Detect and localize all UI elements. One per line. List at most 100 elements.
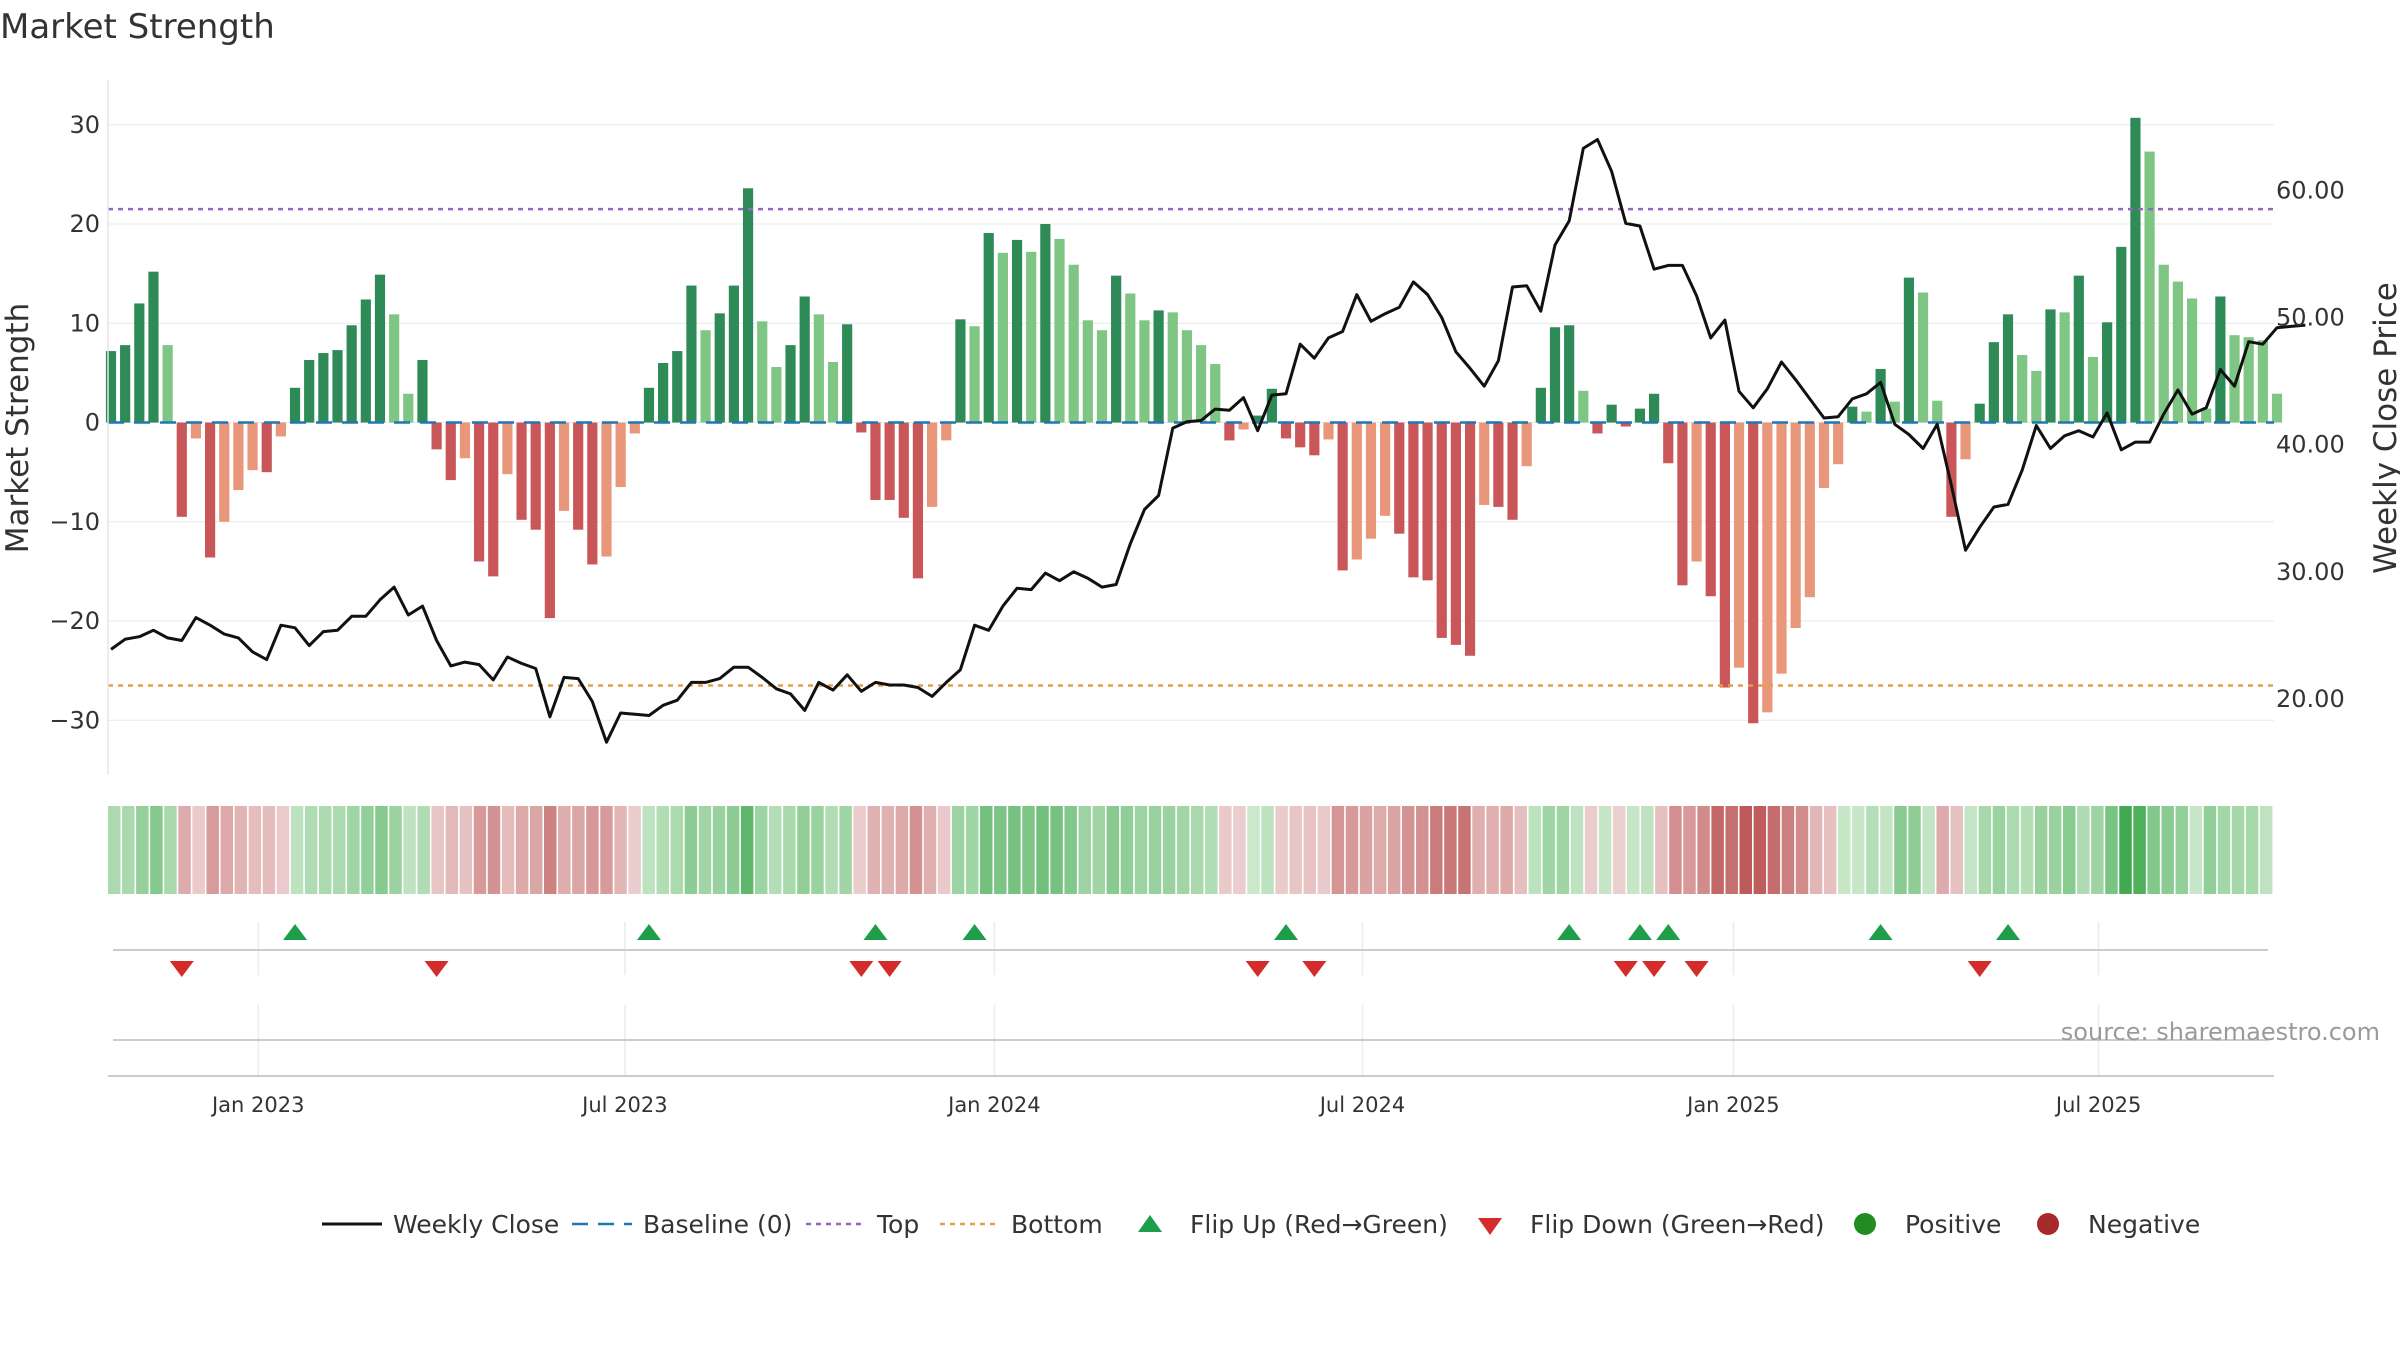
heat-cell	[1261, 806, 1274, 894]
strength-bar	[1011, 239, 1023, 423]
heat-cell	[1753, 806, 1767, 894]
strength-bar	[176, 422, 187, 517]
strength-bar	[884, 422, 895, 500]
heat-cell	[980, 806, 993, 894]
legend-label: Baseline (0)	[643, 1210, 792, 1239]
strength-bar	[1351, 422, 1362, 560]
heat-cell	[1781, 806, 1795, 894]
x-tick-label: Jul 2025	[2054, 1093, 2141, 1117]
heat-cell	[1148, 806, 1162, 894]
strength-bar	[1564, 325, 1575, 423]
heat-cell	[1823, 806, 1837, 894]
heat-cell	[2119, 806, 2132, 894]
heat-cell	[572, 806, 585, 894]
heat-cell	[389, 806, 402, 894]
flip-up-marker	[1557, 924, 1582, 940]
strength-bar	[1932, 400, 1943, 423]
strength-bar	[105, 351, 117, 423]
reference-lines	[108, 207, 2274, 687]
strength-bar	[771, 366, 782, 423]
strength-bar	[573, 422, 584, 530]
heat-cell	[769, 806, 782, 894]
strength-bar	[2271, 393, 2283, 423]
strength-bar	[813, 314, 824, 423]
strength-bar	[1988, 342, 1999, 423]
strength-bar	[1833, 422, 1844, 465]
heat-cell	[150, 806, 163, 894]
strength-bar	[1365, 422, 1377, 539]
legend: Weekly Close Baseline (0) Top Bottom Flip Up…	[322, 1210, 2200, 1239]
y-axis-label-right: Weekly Close Price	[2368, 282, 2400, 574]
heat-cell	[1683, 806, 1696, 894]
strength-bar	[1889, 401, 1900, 423]
heat-cell	[994, 806, 1007, 894]
heat-cell	[1922, 806, 1935, 894]
strength-bar	[1464, 422, 1476, 656]
strength-bar	[502, 422, 513, 475]
heat-cell	[2189, 806, 2203, 894]
strength-bar	[1054, 238, 1065, 423]
y-tick-left: −10	[49, 508, 100, 536]
heat-cell	[1837, 806, 1851, 894]
heat-cell	[1176, 806, 1190, 894]
y-tick-right: 30.00	[2276, 558, 2345, 586]
heat-cell	[1233, 806, 1246, 894]
legend-label: Flip Down (Green→Red)	[1530, 1210, 1825, 1239]
strength-bar	[2144, 151, 2155, 423]
heat-cell	[1992, 806, 2006, 894]
strength-bar	[1181, 330, 1193, 423]
heat-cell	[290, 806, 304, 894]
strength-bar	[1818, 422, 1830, 489]
strength-bar	[714, 313, 725, 423]
legend-swatch-negative	[2037, 1213, 2059, 1235]
strength-bar	[2130, 117, 2141, 423]
strength-bar	[473, 422, 485, 562]
heat-cell	[529, 806, 543, 894]
heat-cell	[1739, 806, 1752, 894]
heat-cell	[347, 806, 360, 894]
heat-cell	[1387, 806, 1401, 894]
heat-cell	[881, 806, 895, 894]
heat-cell	[1669, 806, 1682, 894]
y-tick-right: 20.00	[2276, 685, 2345, 713]
x-tick-label: Jan 2025	[1685, 1093, 1780, 1117]
strength-bar	[1309, 422, 1320, 456]
strength-bar	[1634, 408, 1646, 423]
heat-cell	[375, 806, 388, 894]
heat-cell	[1064, 806, 1077, 894]
heat-cell	[248, 806, 262, 894]
heat-cell	[220, 806, 233, 894]
strength-bar	[1493, 422, 1504, 507]
strength-bar	[2017, 355, 2028, 423]
strength-bar	[360, 299, 371, 423]
strength-bar	[2172, 281, 2183, 423]
heat-cell	[895, 806, 909, 894]
heat-cell	[1303, 806, 1316, 894]
flip-down-marker	[877, 961, 902, 977]
legend-label: Positive	[1905, 1210, 2001, 1239]
strength-bar	[1210, 363, 1221, 423]
flip-down-marker	[169, 961, 194, 977]
strength-bar	[1946, 422, 1957, 517]
strength-bar	[856, 422, 867, 433]
strength-bar	[431, 422, 442, 450]
strength-bar	[1040, 224, 1051, 423]
strength-bar	[1549, 327, 1561, 423]
strength-bar	[1903, 277, 1915, 423]
heat-cell	[1472, 806, 1485, 894]
heat-cell	[712, 806, 726, 894]
heat-cell	[1219, 806, 1232, 894]
heat-cell	[2203, 806, 2217, 894]
heat-cell	[853, 806, 866, 894]
strength-bar	[1068, 264, 1079, 423]
strength-bar	[983, 232, 994, 423]
strength-bar	[827, 361, 839, 423]
strength-bar	[1592, 422, 1603, 434]
flip-up-marker	[636, 924, 661, 940]
x-axis: Jan 2023 Jul 2023 Jan 2024 Jul 2024 Jan 2025…	[108, 1075, 2274, 1117]
strength-bar	[1238, 422, 1249, 430]
strength-bar	[700, 330, 711, 423]
strength-bar	[1436, 422, 1447, 638]
x-tick-label: Jul 2024	[1318, 1093, 1405, 1117]
strength-bar	[941, 422, 952, 441]
